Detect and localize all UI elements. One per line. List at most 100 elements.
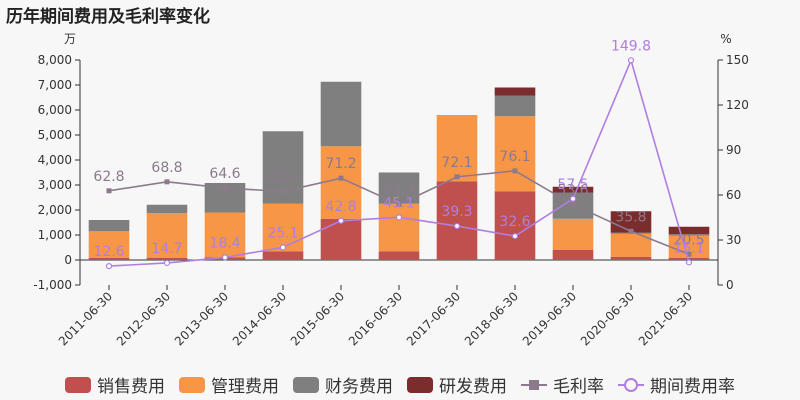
line-data-label: 53.6 bbox=[557, 183, 588, 199]
left-tick-label: -1,000 bbox=[33, 278, 72, 292]
bar-segment-0 bbox=[88, 258, 130, 260]
left-axis-unit: 万 bbox=[64, 32, 76, 46]
line-data-label: 14.7 bbox=[151, 241, 182, 257]
right-axis-unit: % bbox=[720, 32, 731, 46]
bar-segment-2 bbox=[494, 95, 536, 117]
x-tick-label: 2017-06-30 bbox=[404, 289, 463, 348]
line-point-marker bbox=[396, 201, 402, 207]
right-tick-label: 120 bbox=[726, 98, 749, 112]
bar-segment-1 bbox=[88, 231, 130, 258]
legend-line-expense-ratio-icon bbox=[618, 377, 644, 393]
line-data-label: 25.1 bbox=[267, 225, 298, 241]
bar-segment-1 bbox=[146, 213, 188, 258]
line-point-marker bbox=[511, 233, 519, 240]
line-data-label: 39.3 bbox=[441, 204, 472, 220]
line-data-label: 62.8 bbox=[93, 169, 124, 185]
bar-segment-0 bbox=[262, 251, 304, 260]
line-point-marker bbox=[221, 254, 229, 261]
x-tick-label: 2016-06-30 bbox=[346, 289, 405, 348]
legend-label-rnd: 研发费用 bbox=[439, 377, 507, 397]
line-data-label: 72.1 bbox=[441, 155, 472, 171]
legend-label-admin: 管理费用 bbox=[211, 377, 279, 397]
line-point-marker bbox=[627, 57, 635, 64]
left-tick-label: 4,000 bbox=[38, 153, 72, 167]
x-tick-label: 2011-06-30 bbox=[56, 289, 115, 348]
line-data-label: 62.4 bbox=[267, 169, 298, 185]
bar-segment-3 bbox=[668, 226, 710, 235]
x-tick-label: 2015-06-30 bbox=[288, 289, 347, 348]
line-point-marker bbox=[512, 168, 518, 174]
legend-item-gross-margin[interactable]: 毛利率 bbox=[521, 372, 604, 397]
legend-swatch-rnd bbox=[407, 376, 433, 393]
bar-segment-1 bbox=[610, 233, 652, 257]
bar-segment-1 bbox=[552, 218, 594, 250]
bar-segment-2 bbox=[668, 234, 710, 236]
bar-segment-2 bbox=[320, 81, 362, 147]
line-point-marker bbox=[163, 259, 171, 267]
bar-segment-1 bbox=[668, 235, 710, 258]
bar-segment-0 bbox=[378, 251, 420, 260]
legend-label-finance: 财务费用 bbox=[325, 377, 393, 397]
legend-item-finance[interactable]: 财务费用 bbox=[293, 372, 393, 397]
legend-swatch-finance bbox=[293, 376, 319, 393]
left-tick-label: 1,000 bbox=[38, 228, 72, 242]
x-tick-label: 2021-06-30 bbox=[636, 289, 695, 348]
legend-item-admin[interactable]: 管理费用 bbox=[179, 372, 279, 397]
line-data-label: 18.4 bbox=[209, 235, 240, 251]
line-data-label: 53.7 bbox=[383, 182, 414, 198]
bar-segment-1 bbox=[378, 203, 420, 252]
bar-segment-1 bbox=[204, 212, 246, 258]
bar-segment-1 bbox=[436, 115, 478, 182]
line-point-marker bbox=[106, 188, 112, 194]
left-tick-label: 7,000 bbox=[38, 78, 72, 92]
line-data-label: 68.8 bbox=[151, 160, 182, 176]
x-tick-label: 2014-06-30 bbox=[230, 289, 289, 348]
line-data-label: 42.8 bbox=[325, 199, 356, 215]
line-point-marker bbox=[279, 244, 287, 251]
x-tick-label: 2020-06-30 bbox=[578, 289, 637, 348]
line-data-label: 149.8 bbox=[611, 38, 651, 54]
legend-item-sales[interactable]: 销售费用 bbox=[65, 372, 165, 397]
bar-segment-3 bbox=[494, 87, 536, 96]
legend-item-expense-ratio[interactable]: 期间费用率 bbox=[618, 372, 735, 397]
legend-label-sales: 销售费用 bbox=[97, 377, 165, 397]
bar-segment-3 bbox=[552, 186, 594, 193]
line-data-label: 76.1 bbox=[499, 149, 530, 165]
right-tick-label: 150 bbox=[726, 53, 749, 67]
line-point-marker bbox=[686, 251, 692, 257]
bar-segment-0 bbox=[552, 250, 594, 260]
x-tick-label: 2012-06-30 bbox=[114, 289, 173, 348]
right-tick-label: 30 bbox=[726, 233, 741, 247]
bar-segment-0 bbox=[436, 181, 478, 260]
line-point-marker bbox=[395, 214, 403, 221]
line-data-label: 15.1 bbox=[673, 240, 704, 256]
line-point-marker bbox=[164, 179, 170, 185]
legend-item-rnd[interactable]: 研发费用 bbox=[407, 372, 507, 397]
legend-label-gross-margin: 毛利率 bbox=[553, 377, 604, 397]
bar-segment-0 bbox=[610, 256, 652, 260]
line-data-label: 32.6 bbox=[499, 214, 530, 230]
left-tick-label: 3,000 bbox=[38, 178, 72, 192]
line-point-marker bbox=[628, 228, 634, 234]
line-point-marker bbox=[569, 195, 577, 202]
bar-segment-1 bbox=[262, 203, 304, 252]
line-data-label: 71.2 bbox=[325, 156, 356, 172]
line-point-marker bbox=[105, 263, 113, 270]
bar-segment-0 bbox=[146, 258, 188, 260]
line-point-marker bbox=[280, 188, 286, 194]
bar-segment-0 bbox=[320, 218, 362, 260]
line-data-label: 12.6 bbox=[93, 244, 124, 260]
legend-swatch-admin bbox=[179, 376, 205, 393]
chart-canvas: -1,000 0 1,000 2,000 3,000 4,000 5,000 6,000 7,0… bbox=[33, 32, 749, 348]
bar-segment-1 bbox=[320, 146, 362, 219]
bar-segment-0 bbox=[668, 258, 710, 260]
right-tick-label: 60 bbox=[726, 188, 741, 202]
x-tick-label: 2019-06-30 bbox=[520, 289, 579, 348]
line-data-label: 64.6 bbox=[209, 166, 240, 182]
line-point-marker bbox=[570, 202, 576, 208]
left-tick-label: 8,000 bbox=[38, 53, 72, 67]
line-point-marker bbox=[338, 175, 344, 181]
left-tick-label: 5,000 bbox=[38, 128, 72, 142]
line-point-marker bbox=[337, 217, 345, 224]
bar-segment-2 bbox=[146, 204, 188, 213]
